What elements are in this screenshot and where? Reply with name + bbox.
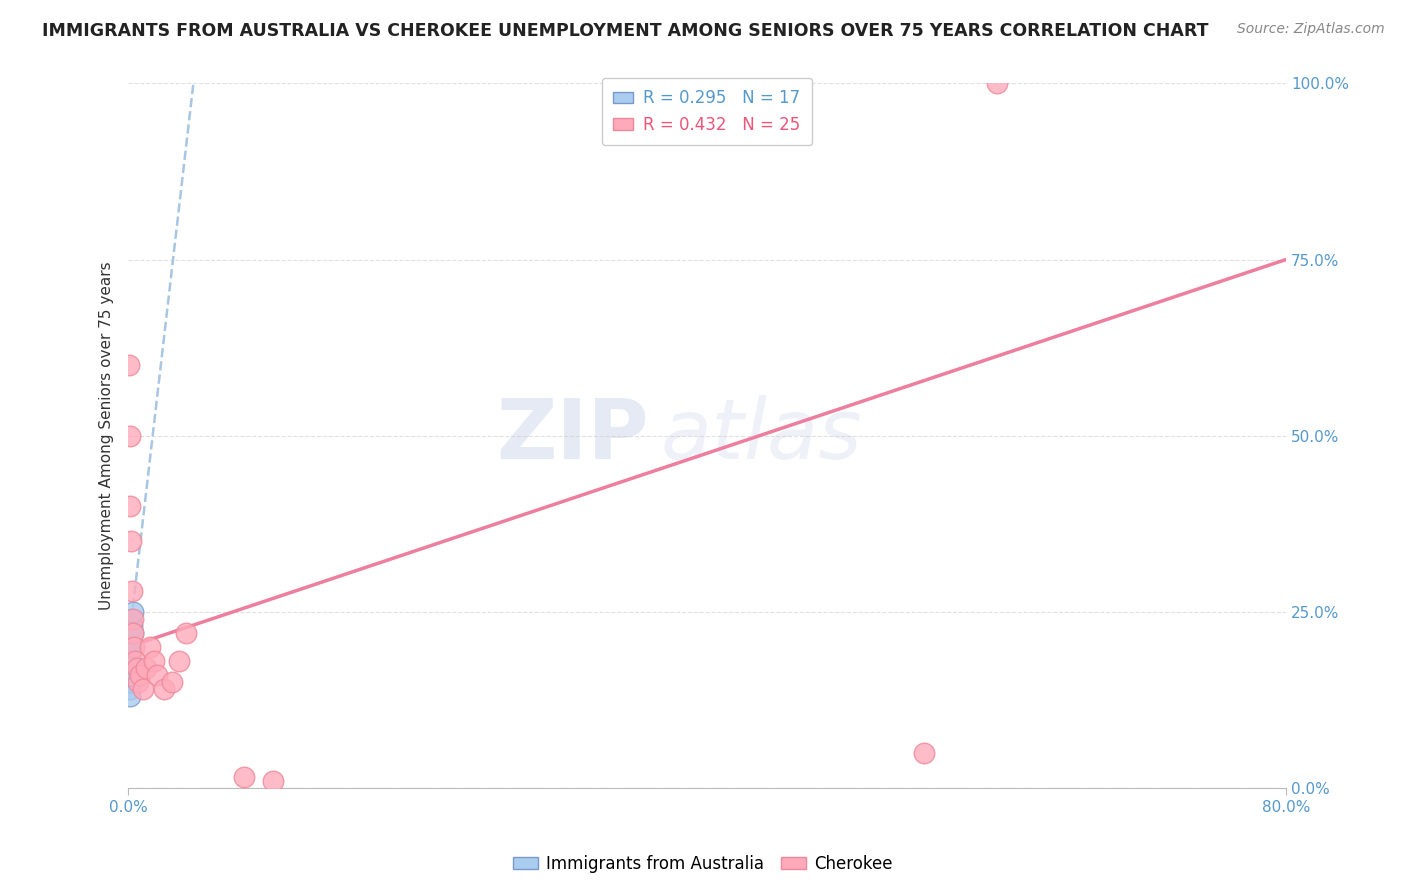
Point — [986, 77, 1008, 91]
Point — [143, 654, 166, 668]
Point — [262, 773, 284, 788]
Point — [121, 583, 143, 598]
Point — [124, 654, 146, 668]
Point — [128, 668, 150, 682]
Point — [122, 625, 145, 640]
Point — [121, 619, 143, 633]
Point — [120, 640, 142, 654]
Point — [118, 647, 141, 661]
Point — [120, 689, 142, 703]
Point — [118, 682, 141, 697]
Point — [160, 675, 183, 690]
Y-axis label: Unemployment Among Seniors over 75 years: Unemployment Among Seniors over 75 years — [100, 261, 114, 610]
Point — [912, 746, 935, 760]
Point — [153, 682, 176, 697]
Legend: R = 0.295   N = 17, R = 0.432   N = 25: R = 0.295 N = 17, R = 0.432 N = 25 — [602, 78, 813, 145]
Point — [135, 661, 157, 675]
Point — [120, 625, 142, 640]
Point — [120, 661, 142, 675]
Point — [122, 625, 145, 640]
Point — [167, 654, 190, 668]
Point — [118, 428, 141, 442]
Point — [120, 675, 142, 690]
Text: Source: ZipAtlas.com: Source: ZipAtlas.com — [1237, 22, 1385, 37]
Point — [118, 668, 141, 682]
Point — [118, 640, 141, 654]
Point — [132, 682, 155, 697]
Point — [121, 612, 143, 626]
Point — [121, 605, 143, 619]
Point — [118, 358, 141, 372]
Point — [120, 612, 142, 626]
Text: IMMIGRANTS FROM AUSTRALIA VS CHEROKEE UNEMPLOYMENT AMONG SENIORS OVER 75 YEARS C: IMMIGRANTS FROM AUSTRALIA VS CHEROKEE UN… — [42, 22, 1209, 40]
Point — [146, 668, 169, 682]
Text: ZIP: ZIP — [496, 395, 650, 476]
Point — [174, 625, 197, 640]
Point — [120, 499, 142, 513]
Point — [118, 654, 141, 668]
Text: atlas: atlas — [661, 395, 862, 476]
Point — [118, 625, 141, 640]
Point — [233, 770, 256, 784]
Point — [120, 654, 142, 668]
Point — [127, 675, 149, 690]
Point — [125, 661, 148, 675]
Legend: Immigrants from Australia, Cherokee: Immigrants from Australia, Cherokee — [506, 848, 900, 880]
Point — [120, 534, 142, 549]
Point — [118, 632, 141, 647]
Point — [139, 640, 162, 654]
Point — [122, 640, 145, 654]
